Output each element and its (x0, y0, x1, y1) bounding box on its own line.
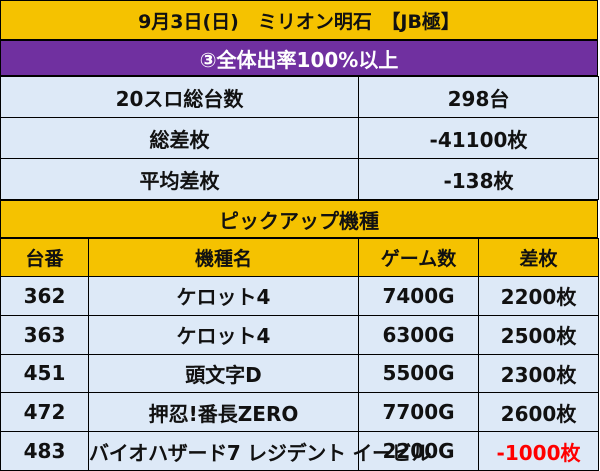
coin-diff: 2500枚 (478, 314, 599, 355)
model-name: バイオハザード7 レジデント イービル (88, 431, 431, 471)
table-row: 472 押忍!番長ZERO 7700G 2600枚 (0, 392, 599, 433)
summary-row: 20スロ総台数 298台 (0, 76, 599, 118)
page-title: 9月3日(日) ミリオン明石 【JB極】 (0, 0, 598, 40)
section-title: ③全体出率100%以上 (0, 40, 598, 76)
model-name: ケロット4 (88, 276, 359, 316)
column-header-machine-no: 台番 (0, 238, 89, 277)
summary-label: 20スロ総台数 (0, 76, 359, 118)
pickup-header-row: 台番 機種名 ゲーム数 差枚 (0, 238, 599, 277)
column-header-model: 機種名 (88, 238, 359, 277)
summary-value: -138枚 (358, 158, 599, 200)
coin-diff: 2300枚 (478, 353, 599, 394)
summary-value: 298台 (358, 76, 599, 118)
summary-row: 平均差枚 -138枚 (0, 158, 599, 200)
game-count: 5500G (358, 353, 479, 394)
table-row: 362 ケロット4 7400G 2200枚 (0, 276, 599, 316)
table-row: 363 ケロット4 6300G 2500枚 (0, 314, 599, 355)
machine-number: 472 (0, 392, 89, 433)
pickup-title: ピックアップ機種 (0, 200, 598, 238)
column-header-diff: 差枚 (478, 238, 599, 277)
game-count: 6300G (358, 314, 479, 355)
summary-value: -41100枚 (358, 117, 599, 159)
game-count: 2200G (358, 431, 479, 471)
machine-number: 362 (0, 276, 89, 316)
table-row: 451 頭文字D 5500G 2300枚 (0, 353, 599, 394)
summary-label: 総差枚 (0, 117, 359, 159)
game-count: 7700G (358, 392, 479, 433)
coin-diff: 2600枚 (478, 392, 599, 433)
pickup-table: 台番 機種名 ゲーム数 差枚 362 ケロット4 7400G 2200枚 363… (0, 238, 599, 471)
game-count: 7400G (358, 276, 479, 316)
summary-table: 20スロ総台数 298台 総差枚 -41100枚 平均差枚 -138枚 (0, 76, 599, 200)
machine-number: 451 (0, 353, 89, 394)
summary-label: 平均差枚 (0, 158, 359, 200)
machine-number: 483 (0, 431, 89, 471)
table-row: 483 バイオハザード7 レジデント イービル 2200G -1000枚 (0, 431, 599, 471)
column-header-games: ゲーム数 (358, 238, 479, 277)
coin-diff: 2200枚 (478, 276, 599, 316)
coin-diff: -1000枚 (478, 431, 599, 471)
summary-row: 総差枚 -41100枚 (0, 117, 599, 159)
model-name: ケロット4 (88, 314, 359, 355)
machine-number: 363 (0, 314, 89, 355)
model-name: 頭文字D (88, 353, 359, 394)
model-name: 押忍!番長ZERO (88, 392, 359, 433)
